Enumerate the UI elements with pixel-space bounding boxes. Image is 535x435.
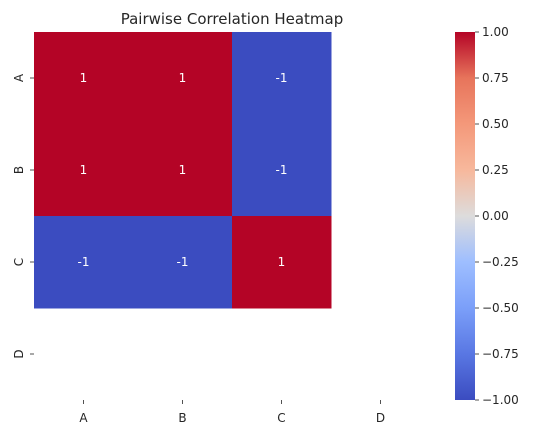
y-tick-label: A	[12, 73, 26, 82]
colorbar-tick-label: −0.75	[482, 347, 519, 361]
heatmap-cell-C-B	[133, 216, 233, 309]
cell-annotation: 1	[80, 71, 88, 85]
heatmap-cell-A-C	[232, 32, 332, 125]
cell-annotation: -1	[276, 71, 288, 85]
colorbar-tick-label: 1.00	[482, 25, 509, 39]
colorbar-tick-label: −0.50	[482, 301, 519, 315]
chart-title: Pairwise Correlation Heatmap	[121, 10, 344, 28]
y-tick-label: C	[12, 258, 26, 266]
colorbar-tick-label: 0.25	[482, 163, 509, 177]
y-axis: A B C D	[12, 73, 34, 359]
x-axis: A B C D	[79, 400, 385, 425]
cell-annotation: -1	[276, 163, 288, 177]
heatmap-cell-C-A	[34, 216, 134, 309]
x-tick-label: B	[178, 411, 186, 425]
heatmap-cell-A-B	[133, 32, 233, 125]
heatmap-cell-B-B	[133, 124, 233, 217]
cell-annotations: 1 1 -1 1 1 -1 -1 -1 1	[78, 71, 288, 269]
cell-annotation: 1	[179, 163, 187, 177]
y-tick-label: B	[12, 166, 26, 174]
heatmap-cells	[34, 32, 332, 309]
y-tick-label: D	[12, 349, 26, 358]
colorbar	[455, 32, 475, 400]
heatmap-cell-C-C	[232, 216, 332, 309]
cell-annotation: 1	[179, 71, 187, 85]
x-tick-label: D	[376, 411, 385, 425]
colorbar-tick-label: 0.00	[482, 209, 509, 223]
colorbar-axis: 1.00 0.75 0.50 0.25 0.00 −0.25 −0.50 −0.75 −1.00	[475, 25, 519, 407]
heatmap-cell-B-C	[232, 124, 332, 217]
x-tick-label: A	[79, 411, 88, 425]
heatmap-cell-A-A	[34, 32, 134, 125]
colorbar-tick-label: −1.00	[482, 393, 519, 407]
colorbar-tick-label: −0.25	[482, 255, 519, 269]
colorbar-tick-label: 0.50	[482, 117, 509, 131]
cell-annotation: -1	[177, 255, 189, 269]
heatmap-cell-B-A	[34, 124, 134, 217]
colorbar-tick-label: 0.75	[482, 71, 509, 85]
x-tick-label: C	[277, 411, 285, 425]
cell-annotation: 1	[80, 163, 88, 177]
cell-annotation: 1	[278, 255, 286, 269]
cell-annotation: -1	[78, 255, 90, 269]
